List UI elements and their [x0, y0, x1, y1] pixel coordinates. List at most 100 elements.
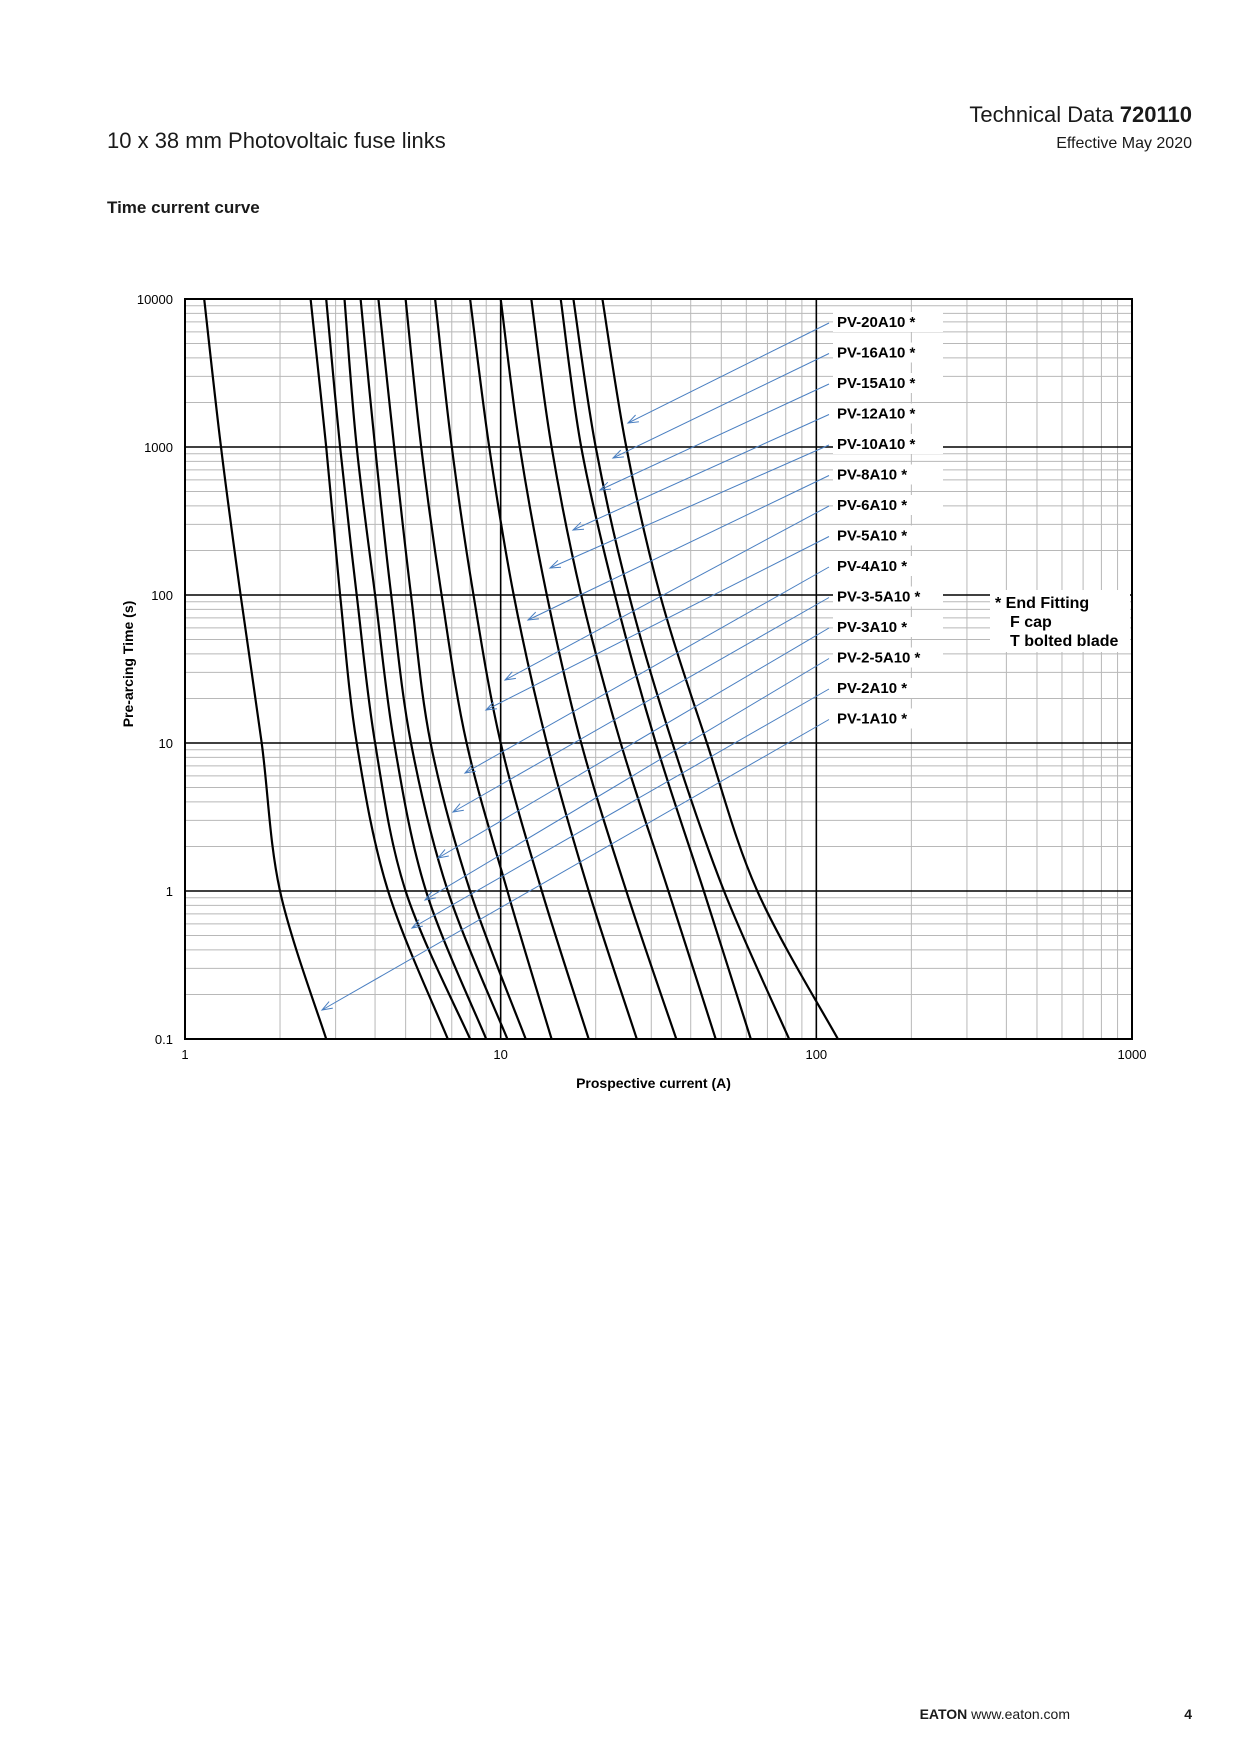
series-label-background [833, 647, 943, 668]
minor-gridlines [185, 299, 1132, 1039]
y-axis-label: Pre-arcing Time (s) [120, 601, 136, 728]
curve-pv-15a10 [559, 298, 752, 1040]
leader-lines [320, 322, 830, 1011]
series-label: PV-8A10 * [837, 467, 907, 484]
axis-tick-labels: 1 10 100 1000 0.1 1 10 100 1000 10000 [137, 292, 1147, 1062]
leader-line [572, 414, 830, 531]
curve-pv-4a10 [377, 298, 527, 1040]
x-tick-label: 100 [805, 1047, 827, 1062]
leader-line [504, 505, 830, 681]
leader-line [485, 536, 830, 711]
x-tick-label: 10 [493, 1047, 507, 1062]
leader-line [411, 688, 830, 929]
leader-arrowhead [484, 701, 497, 711]
end-fitting-note: * End Fitting F cap T bolted blade [990, 590, 1130, 652]
series-label-background [833, 434, 943, 454]
leader-arrowhead [611, 449, 624, 459]
effective-date: Effective May 2020 [1056, 135, 1192, 152]
leader-line [527, 475, 830, 621]
leader-arrowhead [410, 919, 423, 929]
leader-arrowhead [451, 803, 464, 813]
leader-arrowhead [463, 764, 476, 774]
x-tick-label: 1000 [1118, 1047, 1147, 1062]
series-label: PV-2-5A10 * [837, 650, 921, 667]
leader-arrowhead [571, 521, 585, 531]
series-label: PV-3-5A10 * [837, 589, 921, 606]
leader-line [321, 719, 830, 1011]
series-label: PV-20A10 * [837, 314, 916, 331]
y-tick-label: 1 [166, 884, 173, 899]
leader-arrowhead [598, 481, 612, 491]
footer-brand-name: EATON [919, 1706, 968, 1722]
series-label: PV-6A10 * [837, 497, 907, 514]
leader-arrowhead [423, 891, 436, 901]
series-label: PV-10A10 * [837, 436, 916, 453]
curve-pv-2-5a10 [325, 298, 472, 1040]
series-label-background [833, 403, 943, 424]
series-label-background [833, 464, 943, 485]
series-label-background [833, 586, 943, 607]
technical-data-title: Technical Data 720110 [969, 102, 1192, 128]
y-tick-label: 10000 [137, 292, 173, 307]
leader-line [424, 658, 830, 901]
series-label-background [833, 556, 943, 576]
series-label: PV-15A10 * [837, 375, 916, 392]
series-label: PV-5A10 * [837, 528, 907, 545]
series-label-background [833, 617, 943, 637]
series-label: PV-1A10 * [837, 711, 907, 728]
curve-pv-5a10 [404, 298, 553, 1040]
technical-data-label: Technical Data [969, 102, 1114, 127]
series-label-background [833, 708, 943, 729]
curve-pv-2a10 [309, 298, 449, 1040]
leader-arrowhead [626, 414, 639, 424]
y-tick-label: 100 [151, 588, 173, 603]
end-fitting-note-t-bolted-blade: T bolted blade [1010, 633, 1119, 650]
curve-pv-8a10 [469, 298, 638, 1040]
y-tick-label: 0.1 [155, 1032, 173, 1047]
x-tick-label: 1 [181, 1047, 188, 1062]
series-labels: PV-20A10 * PV-16A10 * PV-15A10 * PV-12A10 *… [833, 312, 943, 729]
technical-data-number: 720110 [1119, 102, 1192, 127]
series-label: PV-4A10 * [837, 558, 907, 575]
fuse-curves [203, 298, 839, 1040]
leader-arrowhead [526, 611, 539, 621]
curve-pv-12a10 [530, 298, 717, 1040]
leader-line [464, 566, 830, 774]
footer-website[interactable]: www.eaton.com [971, 1706, 1070, 1722]
footer-brand: EATON www.eaton.com [920, 1706, 1070, 1722]
series-label-background [833, 312, 943, 332]
y-tick-label: 1000 [144, 440, 173, 455]
leader-arrowhead [320, 1001, 333, 1011]
series-label-background [833, 525, 943, 546]
curve-pv-20a10 [601, 298, 839, 1040]
major-gridlines [185, 299, 1132, 1039]
leader-line [437, 627, 830, 859]
x-axis-label: Prospective current (A) [576, 1075, 731, 1091]
y-tick-label: 10 [159, 736, 173, 751]
series-label-background [833, 342, 943, 363]
end-fitting-note-title: * End Fitting [995, 595, 1089, 612]
series-label: PV-2A10 * [837, 680, 907, 697]
curve-pv-1a10 [203, 298, 328, 1040]
leader-arrowhead [503, 671, 516, 681]
series-label-background [833, 678, 943, 698]
leader-line [627, 322, 830, 424]
curve-pv-10a10 [499, 298, 678, 1040]
document-title: 10 x 38 mm Photovoltaic fuse links [107, 128, 446, 153]
plot-frame [184, 298, 1133, 1040]
end-fitting-note-f-cap: F cap [1010, 614, 1052, 631]
leader-arrowhead [548, 560, 562, 569]
page-number: 4 [1184, 1706, 1192, 1722]
leader-line [612, 353, 830, 459]
series-label: PV-12A10 * [837, 406, 916, 423]
curve-pv-6a10 [434, 298, 590, 1040]
leader-line [599, 383, 830, 491]
series-label-background [833, 495, 943, 515]
curve-pv-3a10 [343, 298, 488, 1040]
curve-pv-3-5a10 [359, 298, 509, 1040]
section-title: Time current curve [107, 198, 260, 217]
leader-line [549, 444, 830, 569]
series-label: PV-3A10 * [837, 619, 907, 636]
leader-arrowhead [436, 849, 449, 859]
